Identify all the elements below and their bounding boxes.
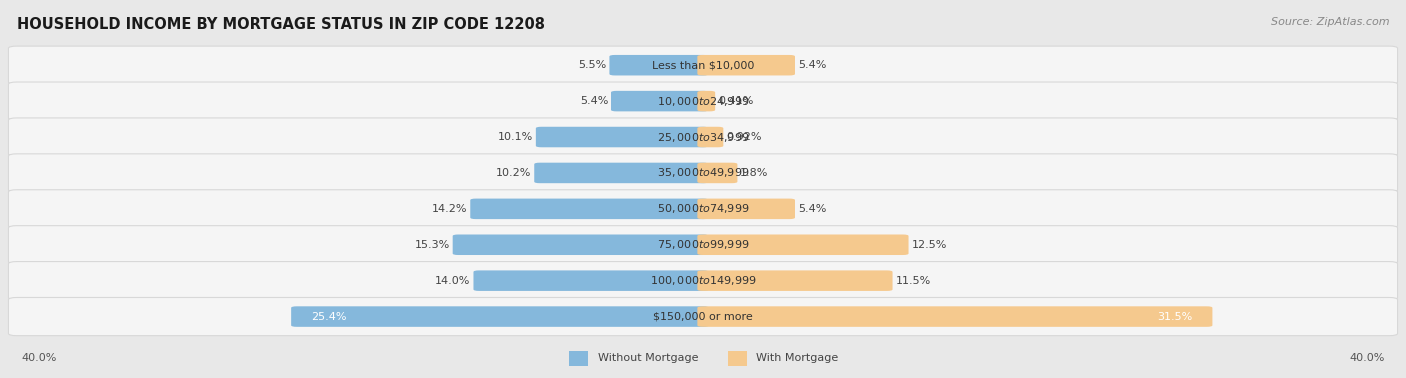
Text: 5.4%: 5.4% xyxy=(797,60,827,70)
Text: HOUSEHOLD INCOME BY MORTGAGE STATUS IN ZIP CODE 12208: HOUSEHOLD INCOME BY MORTGAGE STATUS IN Z… xyxy=(17,17,546,32)
FancyBboxPatch shape xyxy=(474,270,709,291)
Text: 5.4%: 5.4% xyxy=(797,204,827,214)
Text: 10.1%: 10.1% xyxy=(498,132,533,142)
FancyBboxPatch shape xyxy=(697,306,1212,327)
FancyBboxPatch shape xyxy=(8,154,1398,192)
FancyBboxPatch shape xyxy=(569,351,588,366)
Text: Without Mortgage: Without Mortgage xyxy=(598,353,697,363)
Text: 12.5%: 12.5% xyxy=(911,240,946,250)
Text: 0.41%: 0.41% xyxy=(718,96,754,106)
Text: 5.4%: 5.4% xyxy=(579,96,609,106)
Text: 11.5%: 11.5% xyxy=(896,276,931,286)
Text: 14.0%: 14.0% xyxy=(436,276,471,286)
Text: 10.2%: 10.2% xyxy=(496,168,531,178)
Text: 25.4%: 25.4% xyxy=(311,311,346,322)
Text: $150,000 or more: $150,000 or more xyxy=(654,311,752,322)
FancyBboxPatch shape xyxy=(612,91,709,112)
FancyBboxPatch shape xyxy=(8,46,1398,84)
FancyBboxPatch shape xyxy=(470,198,709,219)
Text: $50,000 to $74,999: $50,000 to $74,999 xyxy=(657,202,749,215)
FancyBboxPatch shape xyxy=(697,198,794,219)
FancyBboxPatch shape xyxy=(697,163,737,183)
Text: 31.5%: 31.5% xyxy=(1157,311,1192,322)
FancyBboxPatch shape xyxy=(534,163,709,183)
Text: $10,000 to $24,999: $10,000 to $24,999 xyxy=(657,94,749,108)
FancyBboxPatch shape xyxy=(453,234,709,255)
FancyBboxPatch shape xyxy=(609,55,709,76)
Text: $100,000 to $149,999: $100,000 to $149,999 xyxy=(650,274,756,287)
FancyBboxPatch shape xyxy=(697,127,723,147)
Text: With Mortgage: With Mortgage xyxy=(756,353,838,363)
FancyBboxPatch shape xyxy=(8,118,1398,156)
FancyBboxPatch shape xyxy=(8,262,1398,300)
FancyBboxPatch shape xyxy=(697,270,893,291)
FancyBboxPatch shape xyxy=(8,226,1398,264)
Text: Less than $10,000: Less than $10,000 xyxy=(652,60,754,70)
FancyBboxPatch shape xyxy=(291,306,709,327)
Text: 14.2%: 14.2% xyxy=(432,204,467,214)
FancyBboxPatch shape xyxy=(8,190,1398,228)
FancyBboxPatch shape xyxy=(536,127,709,147)
FancyBboxPatch shape xyxy=(8,82,1398,120)
Text: $75,000 to $99,999: $75,000 to $99,999 xyxy=(657,238,749,251)
Text: 15.3%: 15.3% xyxy=(415,240,450,250)
Text: 40.0%: 40.0% xyxy=(1350,353,1385,363)
FancyBboxPatch shape xyxy=(697,234,908,255)
FancyBboxPatch shape xyxy=(697,91,716,112)
Text: $35,000 to $49,999: $35,000 to $49,999 xyxy=(657,166,749,180)
Text: 40.0%: 40.0% xyxy=(21,353,56,363)
FancyBboxPatch shape xyxy=(697,55,794,76)
Text: Source: ZipAtlas.com: Source: ZipAtlas.com xyxy=(1271,17,1389,27)
Text: 5.5%: 5.5% xyxy=(578,60,606,70)
Text: $25,000 to $34,999: $25,000 to $34,999 xyxy=(657,130,749,144)
Text: 1.8%: 1.8% xyxy=(740,168,769,178)
FancyBboxPatch shape xyxy=(728,351,747,366)
Text: 0.92%: 0.92% xyxy=(725,132,762,142)
FancyBboxPatch shape xyxy=(8,297,1398,336)
